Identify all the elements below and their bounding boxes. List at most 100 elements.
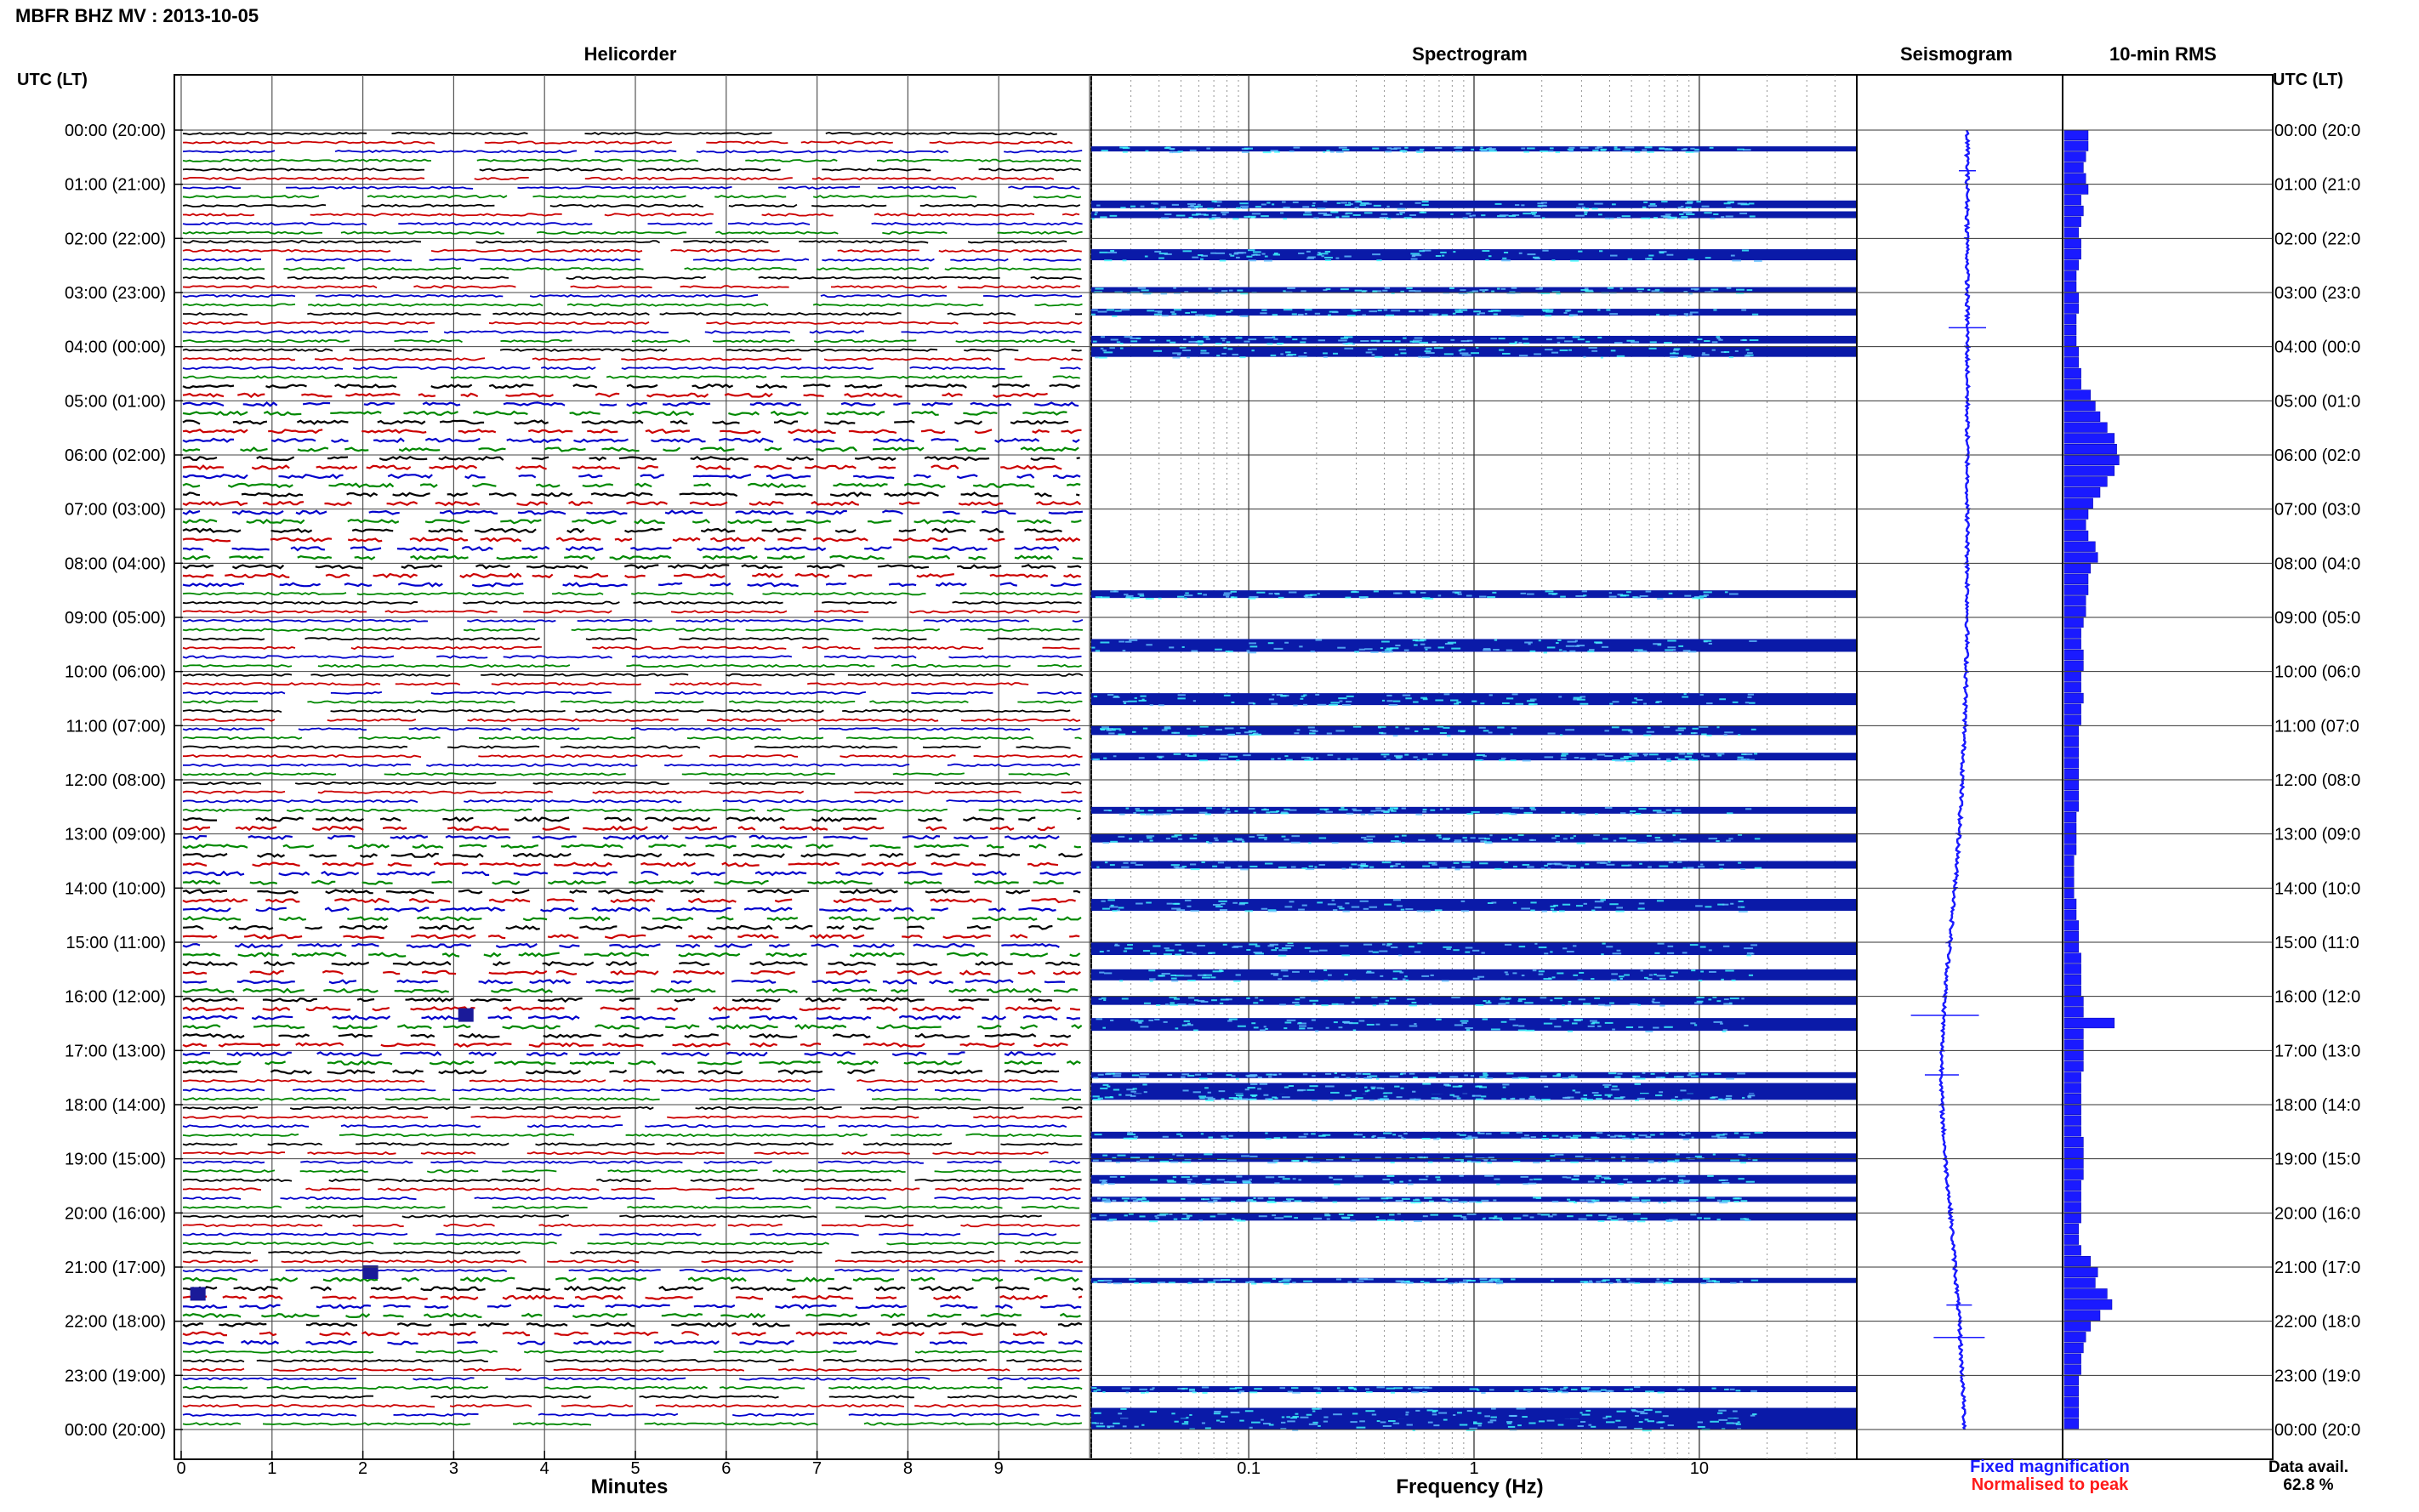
spectrogram-title: Spectrogram — [1412, 43, 1528, 65]
helicorder-trace — [182, 736, 1082, 741]
rms-bar — [2063, 855, 2075, 867]
rms-bar — [2063, 909, 2077, 920]
rms-bar — [2063, 346, 2080, 357]
hour-labels-right: 00:00 (20:0 01:00 (21:0 02:00 (22:0 03:00 (… — [2274, 122, 2360, 1440]
rms-bar — [2063, 151, 2086, 162]
rms-bar — [2063, 790, 2080, 801]
spectrogram-band — [1091, 211, 1857, 220]
hour-label-right: 17:00 (13:0 — [2274, 1042, 2360, 1060]
rms-bar — [2063, 747, 2080, 758]
rms-bar — [2063, 162, 2084, 173]
helicorder-trace — [182, 410, 1067, 417]
helicorder-trace — [182, 518, 1082, 525]
rms-bar — [2063, 714, 2081, 725]
helicorder-trace — [182, 1097, 1082, 1101]
hour-label-right: 06:00 (02:0 — [2274, 446, 2360, 465]
rms-bar — [2063, 1071, 2081, 1083]
spectrogram-band — [1091, 1277, 1857, 1285]
rms-bar — [2063, 811, 2077, 823]
legend-normalised-to-peak: Normalised to peak — [1972, 1475, 2129, 1494]
rms-bar — [2063, 996, 2084, 1007]
helicorder-trace — [182, 997, 1053, 1003]
rms-bar — [2063, 541, 2096, 552]
rms-bar — [2063, 216, 2081, 227]
helicorder-tick-label: 9 — [994, 1459, 1004, 1478]
rms-bar — [2063, 1083, 2081, 1094]
helicorder-trace — [182, 509, 1084, 515]
hour-label-left: 00:00 (20:00) — [65, 1421, 166, 1440]
hour-label-right: 07:00 (03:0 — [2274, 501, 2360, 520]
helicorder-trace — [182, 1395, 1078, 1399]
hour-label-right: 15:00 (11:0 — [2274, 934, 2359, 952]
rms-bar — [2063, 1094, 2081, 1105]
spectrogram-band — [1091, 753, 1857, 763]
rms-bar — [2063, 617, 2084, 628]
hour-label-right: 05:00 (01:0 — [2274, 392, 2360, 411]
spectrogram-band — [1091, 590, 1857, 600]
rms-bar — [2063, 1158, 2084, 1169]
helicorder-trace — [182, 691, 1082, 696]
helicorder-trace — [182, 401, 1079, 407]
rms-bar — [2063, 1407, 2080, 1418]
rms-bar — [2063, 205, 2084, 217]
rms-bar — [2063, 1202, 2081, 1213]
hour-label-right: 11:00 (07:0 — [2274, 717, 2359, 736]
helicorder-trace — [183, 394, 1082, 397]
hour-label-left: 11:00 (07:00) — [66, 717, 167, 736]
hour-label-left: 09:00 (05:00) — [65, 609, 166, 628]
hour-label-left: 12:00 (08:00) — [65, 771, 166, 790]
spectrogram-band — [1091, 969, 1857, 982]
rms-bar — [2063, 173, 2086, 184]
rms-bar — [2063, 378, 2081, 389]
rms-bar — [2063, 389, 2092, 401]
helicorder-trace — [182, 1142, 1083, 1146]
helicorder-trace — [182, 1268, 1083, 1273]
rms-bar — [2063, 1375, 2080, 1386]
helicorder-trace — [183, 1187, 1081, 1191]
spectrogram-band — [1091, 693, 1857, 707]
helicorder-trace — [182, 330, 1082, 334]
rms-bar — [2063, 530, 2089, 542]
helicorder-trace — [182, 258, 1082, 262]
hour-label-right: 04:00 (00:0 — [2274, 338, 2360, 357]
helicorder-trace — [182, 1413, 1080, 1417]
helicorder-trace — [182, 149, 1083, 154]
helicorder-trace — [182, 781, 1082, 786]
helicorder-trace — [182, 663, 1082, 668]
helicorder-trace — [182, 348, 1082, 352]
hour-label-left: 20:00 (16:00) — [65, 1204, 166, 1223]
hour-label-right: 01:00 (21:0 — [2274, 176, 2360, 195]
helicorder-trace — [182, 799, 1083, 804]
helicorder-trace — [182, 1042, 1068, 1048]
seismogram-panel — [1856, 74, 2063, 1460]
helicorder-trace — [182, 1339, 1084, 1346]
helicorder-trace — [182, 1322, 1083, 1327]
helicorder-trace — [183, 311, 1083, 316]
hour-label-left: 17:00 (13:00) — [65, 1042, 166, 1060]
helicorder-tick-label: 0 — [176, 1459, 185, 1478]
rms-bar — [2063, 1007, 2084, 1018]
rms-bar — [2063, 888, 2075, 899]
hour-label-left: 14:00 (10:00) — [65, 879, 166, 898]
rms-bar — [2063, 1396, 2080, 1407]
legend-fixed-magnification: Fixed magnification — [1970, 1458, 2130, 1476]
helicorder-trace — [182, 870, 1081, 877]
helicorder-trace — [182, 554, 1084, 561]
spectrogram-band — [1091, 249, 1857, 262]
hour-label-right: 21:00 (17:0 — [2274, 1259, 2360, 1277]
helicorder-trace — [182, 673, 1084, 677]
helicorder-trace — [182, 987, 1079, 994]
rms-bar — [2063, 985, 2081, 996]
rms-bar — [2063, 129, 2089, 140]
helicorder-trace — [182, 825, 1056, 832]
helicorder-trace — [182, 655, 1082, 659]
helicorder-trace — [182, 437, 1080, 444]
helicorder-trace — [182, 942, 1060, 949]
rms-bar — [2063, 444, 2117, 455]
helicorder-trace — [182, 772, 1071, 776]
helicorder-trace — [182, 1123, 1067, 1128]
hour-label-right: 20:00 (16:0 — [2274, 1204, 2360, 1223]
rms-bar — [2063, 184, 2089, 195]
helicorder-trace — [182, 1285, 1084, 1292]
hour-label-right: 12:00 (08:0 — [2274, 771, 2360, 790]
